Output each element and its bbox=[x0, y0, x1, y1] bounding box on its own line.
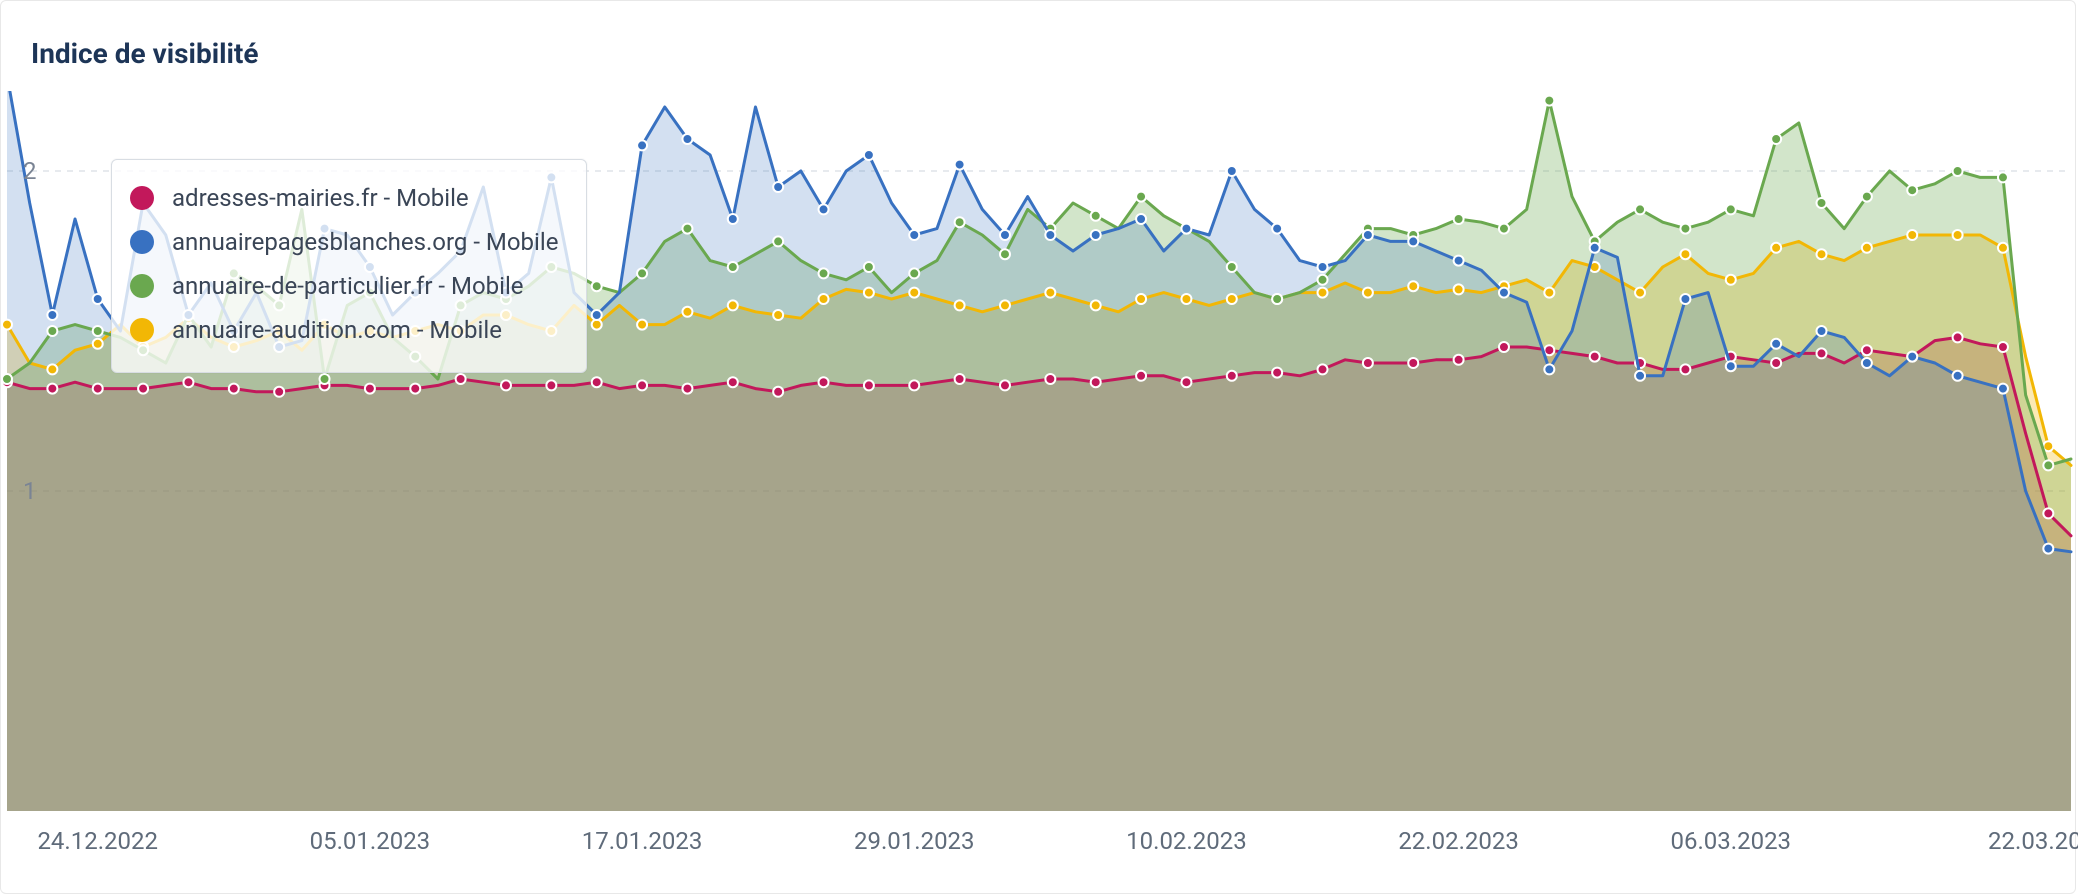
legend-dot-icon bbox=[130, 230, 154, 254]
x-tick-label: 29.01.2023 bbox=[854, 827, 975, 855]
legend-dot-icon bbox=[130, 318, 154, 342]
legend-item-adresses[interactable]: adresses-mairies.fr - Mobile bbox=[130, 176, 558, 220]
chart-legend: adresses-mairies.fr - Mobile annuairepage… bbox=[111, 159, 587, 373]
y-tick-label: 2 bbox=[23, 157, 37, 185]
legend-dot-icon bbox=[130, 274, 154, 298]
y-tick-label: 1 bbox=[23, 477, 37, 505]
x-tick-label: 05.01.2023 bbox=[310, 827, 431, 855]
legend-label: adresses-mairies.fr - Mobile bbox=[172, 184, 469, 212]
legend-item-blanches[interactable]: annuairepagesblanches.org - Mobile bbox=[130, 220, 558, 264]
x-tick-label: 10.02.2023 bbox=[1126, 827, 1247, 855]
x-tick-label: 24.12.2022 bbox=[37, 827, 158, 855]
x-tick-label: 22.02.2023 bbox=[1398, 827, 1519, 855]
x-tick-label: 17.01.2023 bbox=[582, 827, 703, 855]
chart-title: Indice de visibilité bbox=[31, 37, 259, 70]
x-tick-label: 22.03.2023 bbox=[1988, 827, 2078, 855]
legend-label: annuairepagesblanches.org - Mobile bbox=[172, 228, 558, 256]
legend-label: annuaire-de-particulier.fr - Mobile bbox=[172, 272, 524, 300]
x-tick-label: 06.03.2023 bbox=[1670, 827, 1791, 855]
visibility-chart-card: Indice de visibilité 1 2 24.12.2022 05.01.… bbox=[0, 0, 2076, 894]
legend-dot-icon bbox=[130, 186, 154, 210]
x-axis-ticks: 24.12.2022 05.01.2023 17.01.2023 29.01.2023… bbox=[1, 813, 2077, 873]
legend-item-particulier[interactable]: annuaire-de-particulier.fr - Mobile bbox=[130, 264, 558, 308]
legend-item-audition[interactable]: annuaire-audition.com - Mobile bbox=[130, 308, 558, 352]
legend-label: annuaire-audition.com - Mobile bbox=[172, 316, 502, 344]
